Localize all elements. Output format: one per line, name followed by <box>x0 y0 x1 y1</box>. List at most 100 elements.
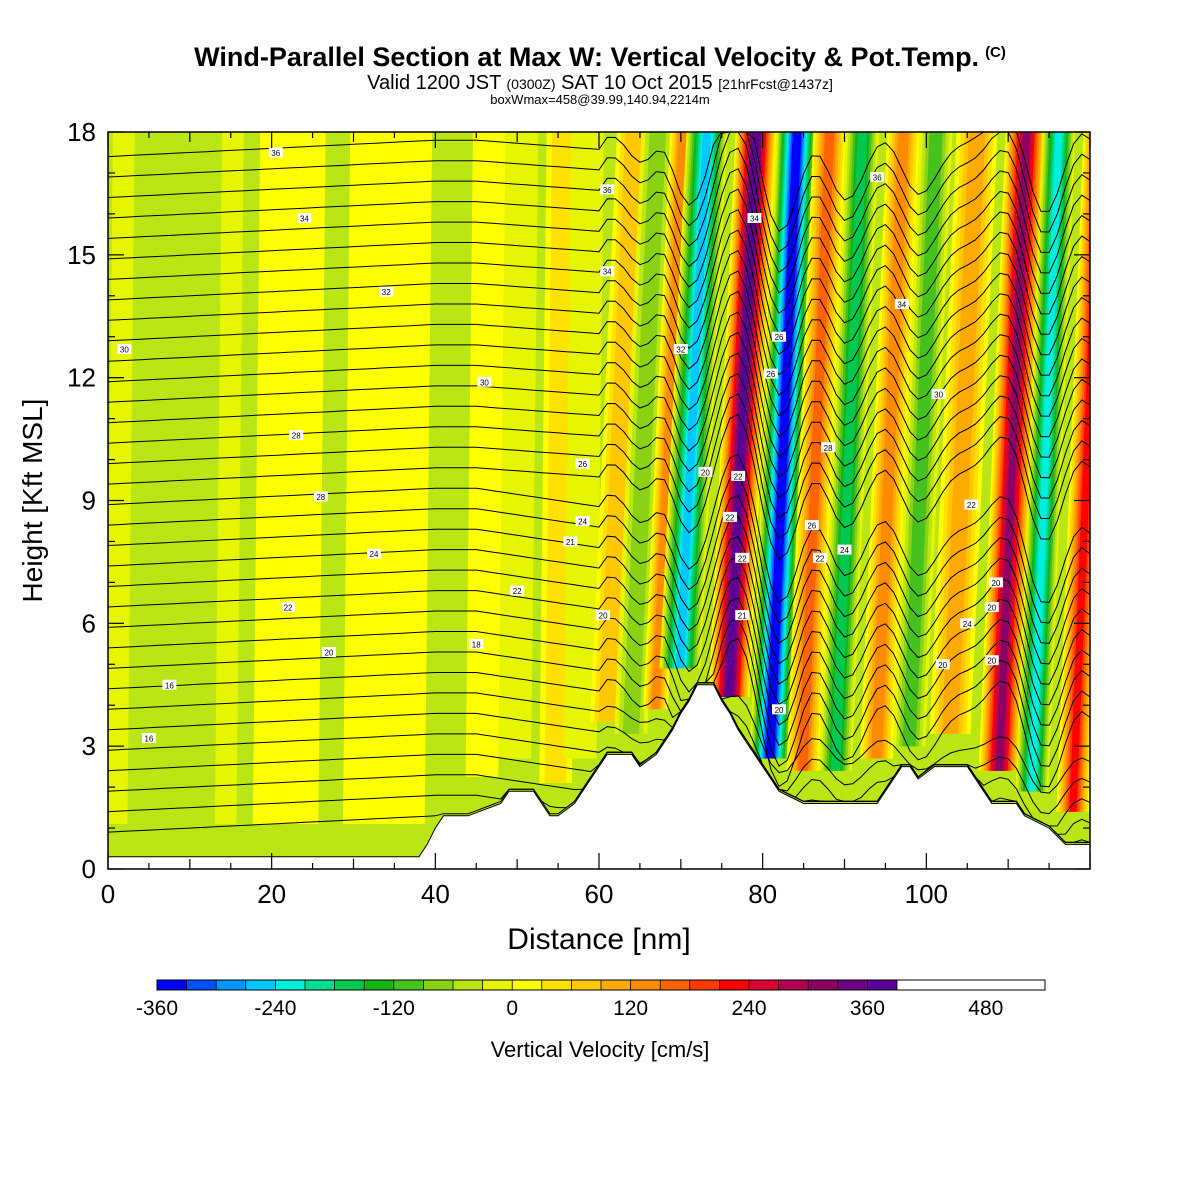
theta-contour-line <box>108 515 1090 665</box>
theta-contour-label: 20 <box>984 601 999 612</box>
theta-contour-label-text: 26 <box>578 460 587 469</box>
theta-contour-label: 34 <box>297 212 312 223</box>
x-tick-label: 0 <box>101 879 115 909</box>
theta-contour-label: 22 <box>510 585 525 596</box>
colorbar-swatch <box>186 980 217 990</box>
theta-contour-label-text: 20 <box>599 612 608 621</box>
w-band <box>860 132 920 759</box>
theta-contour-label-text: 28 <box>292 431 301 440</box>
colorbar-swatch <box>630 980 661 990</box>
theta-contour-label: 24 <box>960 618 975 629</box>
theta-contour-line <box>108 132 1090 274</box>
w-level-fill <box>1028 132 1063 792</box>
y-axis-label: Height [Kft MSL] <box>17 399 48 603</box>
theta-contour-label-text: 34 <box>300 214 309 223</box>
theta-contour-label: 20 <box>321 646 336 657</box>
theta-contour-label: 21 <box>563 536 578 547</box>
theta-contour-line <box>108 372 1090 519</box>
theta-contour-line <box>108 168 1090 315</box>
x-tick-label: 20 <box>257 879 286 909</box>
x-tick-label: 100 <box>905 879 948 909</box>
w-band <box>614 132 675 734</box>
theta-contour-label: 28 <box>821 442 836 453</box>
colorbar-swatch <box>719 980 749 990</box>
theta-contour-label-text: 21 <box>566 538 575 547</box>
theta-contour-line <box>108 413 1090 560</box>
theta-contour-label-text: 28 <box>824 444 833 453</box>
w-level-fill <box>127 132 222 824</box>
theta-contour-line <box>108 209 1090 356</box>
colorbar-swatch <box>689 980 720 990</box>
colorbar-swatch <box>482 980 513 990</box>
theta-contour-label-text: 20 <box>987 603 996 612</box>
w-band <box>1015 132 1076 792</box>
w-level-fill <box>871 132 909 759</box>
theta-contour-label: 20 <box>772 704 787 715</box>
theta-contour-line <box>108 290 1090 437</box>
theta-contour-label: 34 <box>747 212 762 223</box>
theta-contour-labels: 36 36 36 34 34 34 34 32 32 30 30 30 28 28 28 26 26 26 26 24… <box>117 147 1003 743</box>
theta-contour-label: 20 <box>698 466 713 477</box>
theta-contour-label: 24 <box>366 548 381 559</box>
theta-contour-label: 16 <box>141 732 156 743</box>
colorbar-swatch <box>275 980 305 990</box>
theta-contour-line <box>108 638 1090 788</box>
w-band <box>465 132 506 777</box>
theta-contour-label: 26 <box>804 520 819 531</box>
colorbar-swatch <box>453 980 483 990</box>
chart-title-text: Wind-Parallel Section at Max W: Vertical… <box>194 42 980 72</box>
w-level-fill <box>498 132 539 759</box>
theta-contour-line <box>108 393 1090 540</box>
colorbar-tick-label: 120 <box>613 997 648 1020</box>
w-band <box>786 132 847 771</box>
w-level-fill <box>726 132 759 697</box>
w-band <box>563 132 604 759</box>
colorbar: -360 -240 -120 0 120 240 360 480 Vertical Veloci… <box>136 979 1046 1062</box>
w-level-fill <box>622 132 667 734</box>
colorbar-tick-label: 240 <box>731 997 766 1020</box>
theta-contour-label-text: 24 <box>840 546 849 555</box>
theta-contour-line <box>108 535 1090 685</box>
theta-contour-label-text: 36 <box>603 186 612 195</box>
theta-contour-label-text: 32 <box>676 346 685 355</box>
theta-contour-label-text: 34 <box>750 214 759 223</box>
y-tick-label: 15 <box>67 240 96 270</box>
w-level-fill <box>941 132 986 734</box>
theta-contour-line <box>108 453 1090 604</box>
theta-contours <box>108 132 1090 843</box>
theta-contour-line <box>108 229 1090 376</box>
theta-contour-label-text: 30 <box>480 378 489 387</box>
theta-contour-label: 21 <box>735 610 750 621</box>
colorbar-swatch <box>601 980 631 990</box>
w-level-fill <box>252 132 326 824</box>
theta-contour-label: 20 <box>596 610 611 621</box>
colorbar-tick-label: 480 <box>968 997 1003 1020</box>
theta-contour-label: 22 <box>731 470 746 481</box>
colorbar-swatch <box>393 980 424 990</box>
colorbar-tick-label: 0 <box>506 997 518 1020</box>
theta-contour-label: 22 <box>964 499 979 510</box>
theta-contour-label-text: 22 <box>513 587 522 596</box>
w-band <box>342 132 433 824</box>
theta-contour-label-text: 36 <box>873 174 882 183</box>
y-tick-label: 6 <box>82 608 96 638</box>
theta-contour-label-text: 20 <box>987 657 996 666</box>
theta-contour-label: 28 <box>289 429 304 440</box>
theta-contour-line <box>108 331 1090 478</box>
w-level-fill <box>798 132 835 771</box>
w-level-fill <box>1067 242 1090 812</box>
colorbar-swatch <box>364 980 394 990</box>
w-band <box>892 132 953 747</box>
colorbar-swatch <box>512 980 542 990</box>
theta-contour-label-text: 36 <box>271 149 280 158</box>
theta-contour-label-text: 26 <box>775 333 784 342</box>
theta-contour-label-text: 28 <box>316 493 325 502</box>
colorbar-swatch <box>660 980 690 990</box>
theta-contour-label: 30 <box>931 389 946 400</box>
theta-contour-label-text: 22 <box>967 501 976 510</box>
theta-contour-label: 20 <box>935 659 950 670</box>
colorbar-swatch <box>571 980 601 990</box>
theta-contour-line <box>108 474 1090 624</box>
colorbar-tick-label: -120 <box>373 997 415 1020</box>
